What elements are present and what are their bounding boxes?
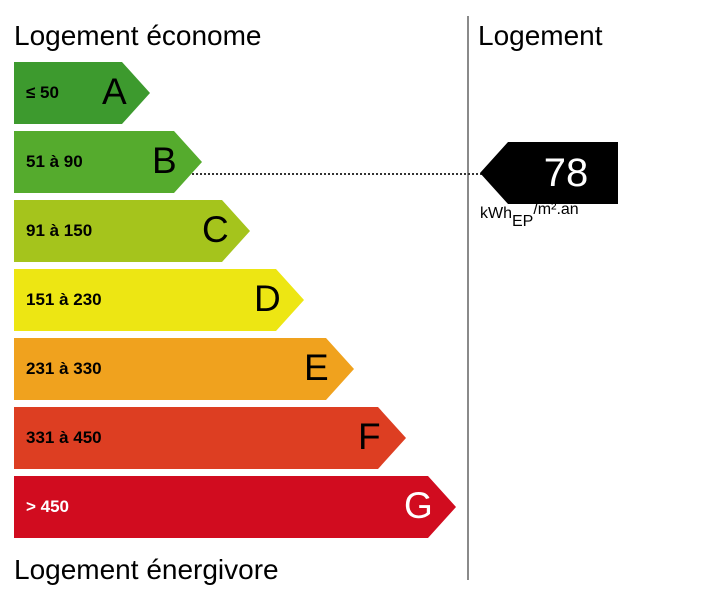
consumption-value: 78 bbox=[543, 151, 589, 195]
letter-b: B bbox=[152, 140, 177, 181]
range-d: 151 à 230 bbox=[26, 290, 102, 309]
range-c: 91 à 150 bbox=[26, 221, 93, 240]
range-f: 331 à 450 bbox=[26, 428, 102, 447]
arrow-e bbox=[14, 338, 354, 400]
range-b: 51 à 90 bbox=[26, 152, 83, 171]
consumption-indicator: 78 bbox=[480, 142, 618, 204]
letter-d: D bbox=[254, 278, 281, 319]
arrow-a bbox=[14, 62, 150, 124]
column-divider bbox=[467, 16, 469, 580]
range-e: 231 à 330 bbox=[26, 359, 102, 378]
leader-dotted-line bbox=[192, 173, 482, 175]
consumption-unit: kWhEP/m².an bbox=[480, 202, 579, 230]
label-economical: Logement économe bbox=[14, 20, 262, 51]
range-a: ≤ 50 bbox=[26, 83, 59, 102]
arrow-c bbox=[14, 200, 250, 262]
arrow-d bbox=[14, 269, 304, 331]
unit-main: kWh bbox=[480, 205, 512, 222]
label-housing: Logement bbox=[478, 20, 603, 51]
letter-e: E bbox=[304, 347, 329, 388]
range-g: > 450 bbox=[26, 497, 70, 516]
unit-rest: /m².an bbox=[533, 201, 579, 218]
letter-g: G bbox=[404, 485, 433, 526]
arrow-b bbox=[14, 131, 202, 193]
unit-subscript: EP bbox=[512, 213, 534, 230]
letter-c: C bbox=[202, 209, 229, 250]
indicator-arrow bbox=[480, 142, 618, 204]
label-energy-intensive: Logement énergivore bbox=[14, 554, 279, 585]
letter-a: A bbox=[102, 71, 127, 112]
letter-f: F bbox=[358, 416, 381, 457]
arrow-g bbox=[14, 476, 456, 538]
arrow-f bbox=[14, 407, 406, 469]
